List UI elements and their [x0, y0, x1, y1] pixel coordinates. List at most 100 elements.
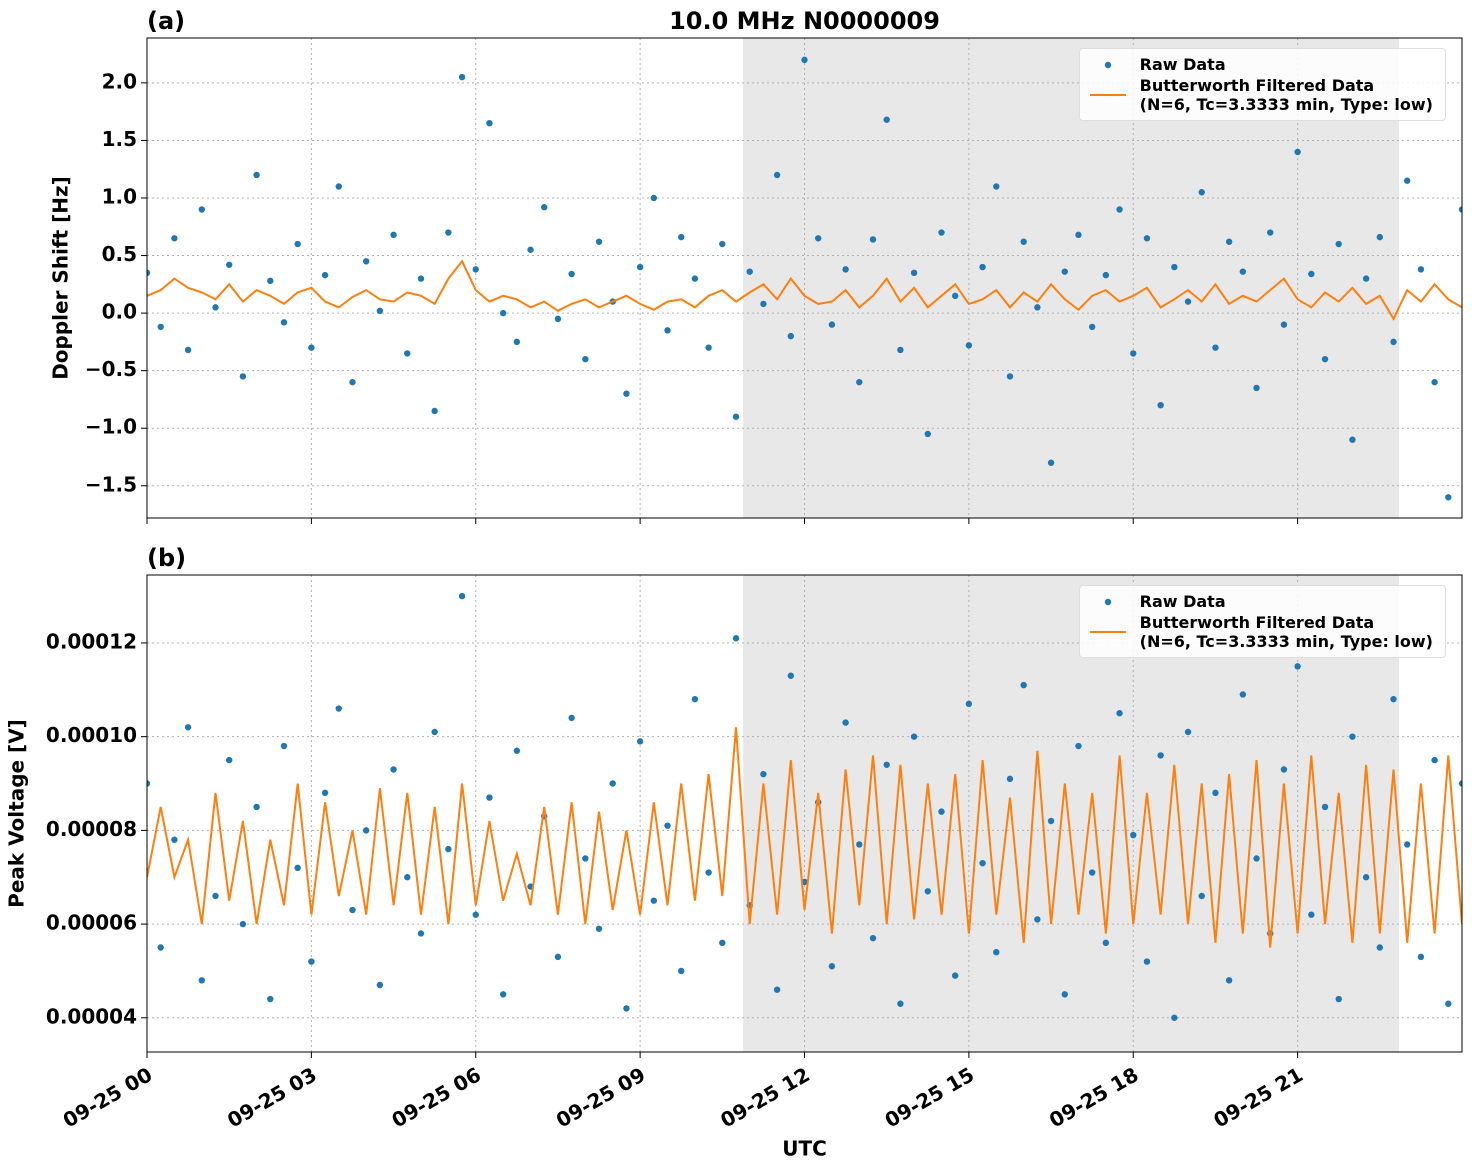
raw-point: [431, 407, 438, 415]
y-tick-label: 1.5: [102, 127, 137, 151]
legend-item: Raw Data: [1088, 592, 1433, 611]
raw-point: [1225, 977, 1233, 984]
raw-point: [1417, 266, 1425, 273]
raw-point: [1294, 148, 1301, 156]
raw-point: [897, 1000, 904, 1007]
y-axis-label: Doppler Shift [Hz]: [49, 176, 73, 380]
raw-point: [623, 1005, 630, 1012]
raw-point: [1445, 1000, 1452, 1007]
raw-point: [1061, 268, 1068, 275]
raw-point: [513, 338, 521, 346]
raw-point: [1034, 304, 1041, 311]
raw-point: [527, 246, 534, 253]
raw-point: [664, 822, 671, 829]
raw-point: [979, 859, 986, 867]
raw-point: [828, 963, 836, 970]
raw-point: [1157, 401, 1164, 409]
raw-point: [499, 991, 507, 998]
raw-point: [719, 939, 726, 947]
raw-point: [458, 73, 466, 81]
legend-label: Butterworth Filtered Data (N=6, Tc=3.333…: [1139, 76, 1433, 114]
legend: Raw Data Butterworth Filtered Data (N=6, …: [1078, 48, 1446, 121]
raw-point: [335, 183, 342, 190]
x-tick-label: 09-25 21: [1209, 1062, 1307, 1132]
raw-point: [1212, 789, 1219, 797]
raw-point: [1253, 384, 1260, 392]
raw-point: [856, 378, 863, 386]
raw-point: [924, 430, 931, 438]
y-tick-label: 0.5: [102, 242, 137, 266]
raw-point: [636, 738, 644, 745]
raw-point: [787, 332, 795, 340]
raw-point: [486, 794, 493, 801]
raw-point: [897, 346, 904, 354]
raw-point: [609, 780, 616, 787]
raw-point: [1116, 206, 1123, 213]
x-tick-label: 09-25 18: [1045, 1062, 1143, 1132]
raw-point: [308, 344, 315, 351]
plot-area: [147, 56, 1462, 501]
raw-point: [979, 263, 986, 271]
raw-point: [828, 321, 836, 328]
raw-point: [582, 355, 589, 363]
raw-point: [390, 231, 397, 239]
y-tick-label: 0.00010: [46, 723, 137, 747]
raw-point: [910, 733, 918, 740]
raw-point: [147, 269, 151, 277]
raw-point: [705, 869, 712, 876]
raw-point: [1458, 780, 1462, 787]
raw-point: [1335, 240, 1342, 248]
raw-point: [1390, 338, 1397, 346]
legend: Raw Data Butterworth Filtered Data (N=6, …: [1078, 585, 1446, 658]
raw-point: [1431, 756, 1438, 764]
raw-point: [1143, 958, 1151, 965]
raw-point: [842, 719, 849, 726]
raw-point: [1102, 939, 1110, 947]
y-tick-label: 1.0: [102, 185, 137, 209]
raw-point: [869, 236, 877, 243]
raw-point: [568, 714, 575, 722]
raw-point: [883, 761, 890, 768]
x-tick-label: 09-25 06: [387, 1062, 485, 1132]
raw-point: [1390, 695, 1397, 703]
raw-point: [1404, 841, 1411, 848]
raw-point: [787, 672, 795, 679]
y-tick-label: 0.00012: [46, 629, 137, 653]
raw-point: [1143, 235, 1151, 242]
raw-point: [691, 695, 699, 703]
raw-point: [924, 888, 931, 895]
raw-point: [1404, 177, 1411, 184]
raw-point: [404, 874, 411, 881]
raw-point: [499, 309, 507, 317]
x-tick-label: 09-25 15: [881, 1062, 979, 1132]
raw-point: [147, 780, 151, 787]
raw-point: [1458, 206, 1462, 213]
raw-point: [1006, 775, 1014, 783]
raw-point: [1308, 270, 1315, 278]
raw-point: [1349, 733, 1356, 740]
raw-point: [678, 967, 685, 975]
y-tick-label: 0.0: [102, 300, 137, 324]
raw-point: [856, 841, 863, 848]
raw-point: [1198, 189, 1205, 196]
raw-point: [1034, 916, 1041, 923]
plot-area: [147, 592, 1462, 1021]
raw-point: [1239, 268, 1247, 275]
raw-point: [513, 747, 521, 754]
raw-point: [253, 803, 260, 811]
axes-frame: [146, 574, 1463, 1053]
y-tick-label: 0.00004: [46, 1004, 137, 1028]
raw-point: [691, 275, 699, 282]
raw-point: [376, 307, 384, 315]
raw-point: [842, 266, 849, 273]
legend-swatch: [1104, 61, 1111, 68]
raw-point: [157, 944, 164, 951]
raw-point: [993, 948, 1000, 956]
raw-point: [636, 263, 644, 271]
raw-point: [554, 953, 562, 961]
raw-point: [171, 836, 178, 843]
legend-label: Raw Data: [1139, 55, 1226, 74]
raw-point: [472, 911, 479, 918]
raw-point: [280, 319, 288, 326]
